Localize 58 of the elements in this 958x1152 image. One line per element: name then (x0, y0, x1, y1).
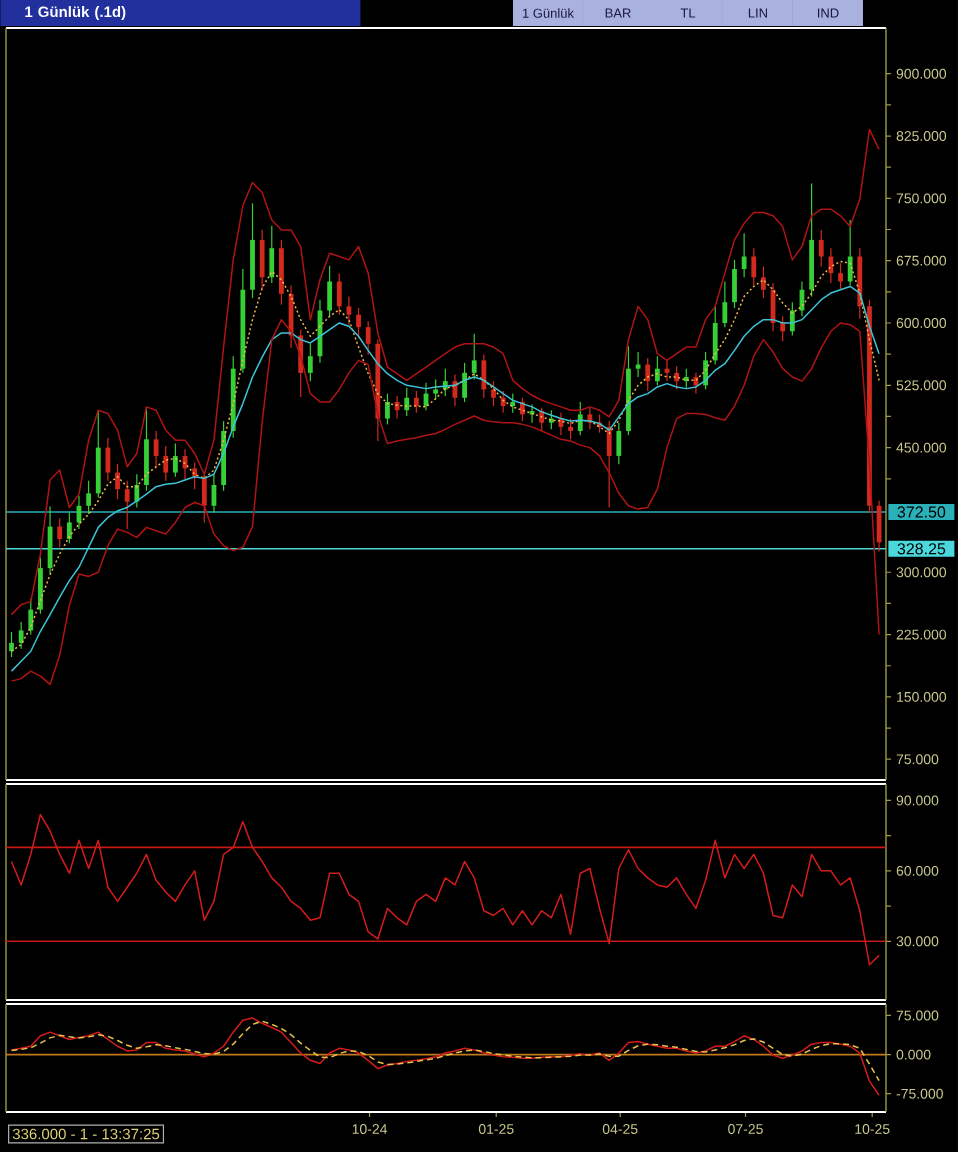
candlestick (761, 265, 766, 299)
candlestick (269, 225, 275, 284)
candlestick (38, 556, 43, 615)
candlestick (124, 480, 130, 530)
candlestick (28, 598, 34, 636)
candlestick (57, 517, 63, 548)
candlestick (385, 393, 390, 425)
candlestick (95, 409, 101, 499)
candlestick (9, 631, 14, 658)
candlestick (722, 280, 728, 328)
candlestick (192, 461, 198, 490)
candlestick (751, 247, 757, 287)
candlestick (201, 471, 207, 523)
candlestick (500, 390, 506, 414)
candlestick (780, 315, 786, 342)
candlestick (86, 480, 92, 515)
candlestick (481, 353, 487, 399)
candlestick (163, 445, 169, 482)
candlestick (568, 417, 574, 440)
candlestick (471, 333, 477, 381)
candlestick (336, 272, 342, 316)
candlestick (462, 362, 467, 403)
candlestick (394, 395, 400, 420)
candlestick (346, 295, 352, 326)
candlestick (307, 343, 313, 382)
candlestick (491, 380, 496, 407)
candlestick (732, 259, 737, 309)
candlestick (153, 430, 159, 469)
candlestick (18, 621, 24, 650)
candlestick (365, 320, 371, 356)
candlestick (404, 387, 410, 417)
candlestick (279, 239, 284, 306)
line-series (10, 813, 880, 966)
candlestick (327, 265, 333, 317)
candlestick (616, 422, 622, 465)
candlestick (433, 378, 439, 401)
candlestick (654, 355, 660, 386)
candlestick (172, 442, 178, 478)
ref-line-label: 372.50 (897, 506, 946, 518)
candlestick (828, 247, 834, 284)
candlestick (144, 406, 149, 492)
candlestick (510, 393, 516, 414)
candlestick (259, 229, 265, 291)
candlestick (741, 232, 747, 278)
candlestick (356, 307, 361, 339)
candlestick (712, 305, 718, 366)
candlestick (645, 357, 651, 392)
candlestick (413, 390, 419, 414)
candlestick (818, 229, 824, 268)
candlestick (577, 401, 583, 436)
ref-line-label: 328.25 (897, 543, 946, 555)
candlestick (66, 511, 72, 544)
candlestick (838, 262, 843, 291)
candlestick (134, 473, 140, 509)
candlestick (683, 368, 689, 389)
candlestick (606, 420, 612, 509)
candlestick (115, 463, 120, 500)
candlestick (847, 219, 853, 287)
